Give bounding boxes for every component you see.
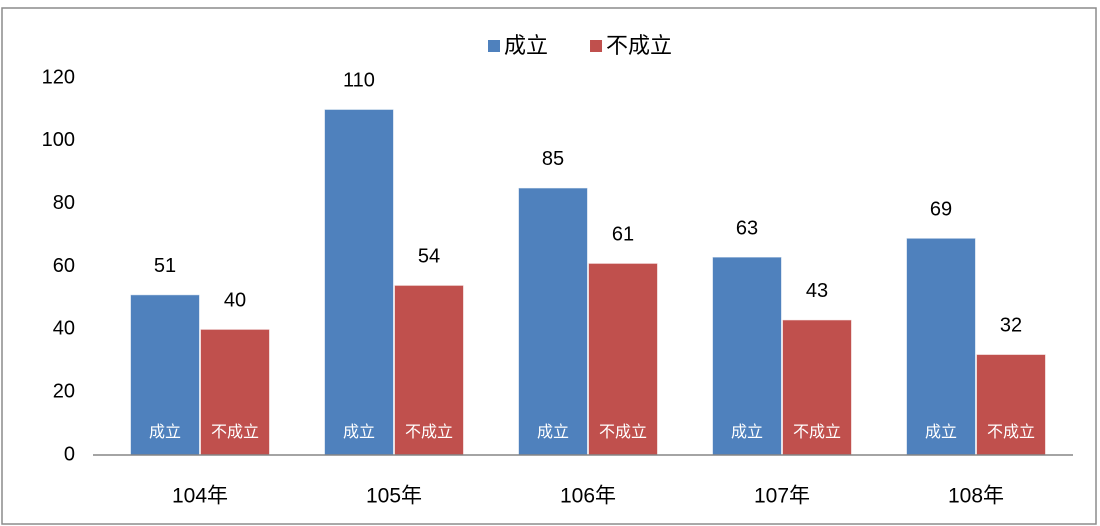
x-tick-label: 107年 xyxy=(754,485,810,508)
data-label: 69 xyxy=(930,199,952,221)
legend-swatch xyxy=(590,40,603,52)
data-label: 110 xyxy=(343,70,375,92)
data-label: 63 xyxy=(736,217,758,239)
legend-swatch xyxy=(488,40,500,52)
y-tick-label: 0 xyxy=(64,443,75,465)
data-label: 85 xyxy=(542,148,564,170)
legend-label: 不成立 xyxy=(606,33,672,58)
y-tick-label: 80 xyxy=(53,192,75,214)
x-tick-label: 105年 xyxy=(366,485,422,508)
bar xyxy=(588,262,658,456)
bar xyxy=(394,284,464,456)
y-tick-label: 20 xyxy=(53,380,75,402)
bar xyxy=(130,294,200,456)
bar-series-label: 不成立 xyxy=(405,423,453,441)
bar xyxy=(906,237,976,456)
x-tick-label: 108年 xyxy=(948,485,1004,508)
bar-series-label: 不成立 xyxy=(987,423,1035,441)
data-label: 40 xyxy=(224,290,246,312)
data-label: 32 xyxy=(1000,315,1022,337)
bar xyxy=(712,256,782,456)
y-tick-label: 40 xyxy=(53,318,75,340)
x-tick-label: 106年 xyxy=(560,485,616,508)
bar xyxy=(518,187,588,456)
data-label: 61 xyxy=(612,224,634,246)
bar-series-label: 成立 xyxy=(537,423,569,441)
y-tick-label: 120 xyxy=(42,66,75,88)
bar-series-label: 不成立 xyxy=(211,423,259,441)
bar xyxy=(200,328,270,456)
bar-series-label: 成立 xyxy=(343,423,375,441)
bar xyxy=(976,353,1046,456)
bar-series-label: 成立 xyxy=(731,423,763,441)
data-label: 54 xyxy=(418,246,440,268)
bar-series-label: 不成立 xyxy=(599,423,647,441)
y-tick-label: 100 xyxy=(42,129,75,151)
y-tick-label: 60 xyxy=(53,255,75,277)
legend-label: 成立 xyxy=(504,33,548,58)
data-label: 51 xyxy=(154,255,176,277)
bar-series-label: 成立 xyxy=(925,423,957,441)
bar-series-label: 成立 xyxy=(149,423,181,441)
data-label: 43 xyxy=(806,280,828,302)
x-tick-label: 104年 xyxy=(172,485,228,508)
bar-series-label: 不成立 xyxy=(793,423,841,441)
bar xyxy=(324,108,394,456)
